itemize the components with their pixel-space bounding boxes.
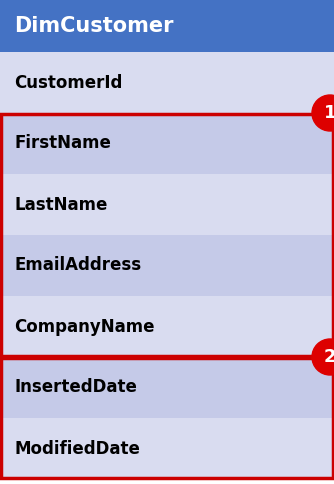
Text: CustomerId: CustomerId: [14, 74, 122, 91]
Text: CompanyName: CompanyName: [14, 318, 155, 335]
Bar: [1, 358, 333, 478]
Bar: [0, 418, 334, 479]
Text: InsertedDate: InsertedDate: [14, 378, 137, 396]
Text: DimCustomer: DimCustomer: [14, 16, 173, 36]
Text: 2: 2: [324, 348, 334, 366]
Bar: [0, 52, 334, 113]
Bar: [0, 0, 334, 52]
Text: LastName: LastName: [14, 196, 107, 213]
Text: 1: 1: [324, 104, 334, 122]
Text: EmailAddress: EmailAddress: [14, 257, 141, 274]
Bar: [0, 174, 334, 235]
Bar: [0, 113, 334, 174]
Bar: [1, 114, 333, 356]
Text: FirstName: FirstName: [14, 135, 111, 152]
Circle shape: [312, 339, 334, 375]
Text: ModifiedDate: ModifiedDate: [14, 439, 140, 457]
Bar: [0, 235, 334, 296]
Bar: [0, 296, 334, 357]
Circle shape: [312, 95, 334, 131]
Bar: [0, 357, 334, 418]
